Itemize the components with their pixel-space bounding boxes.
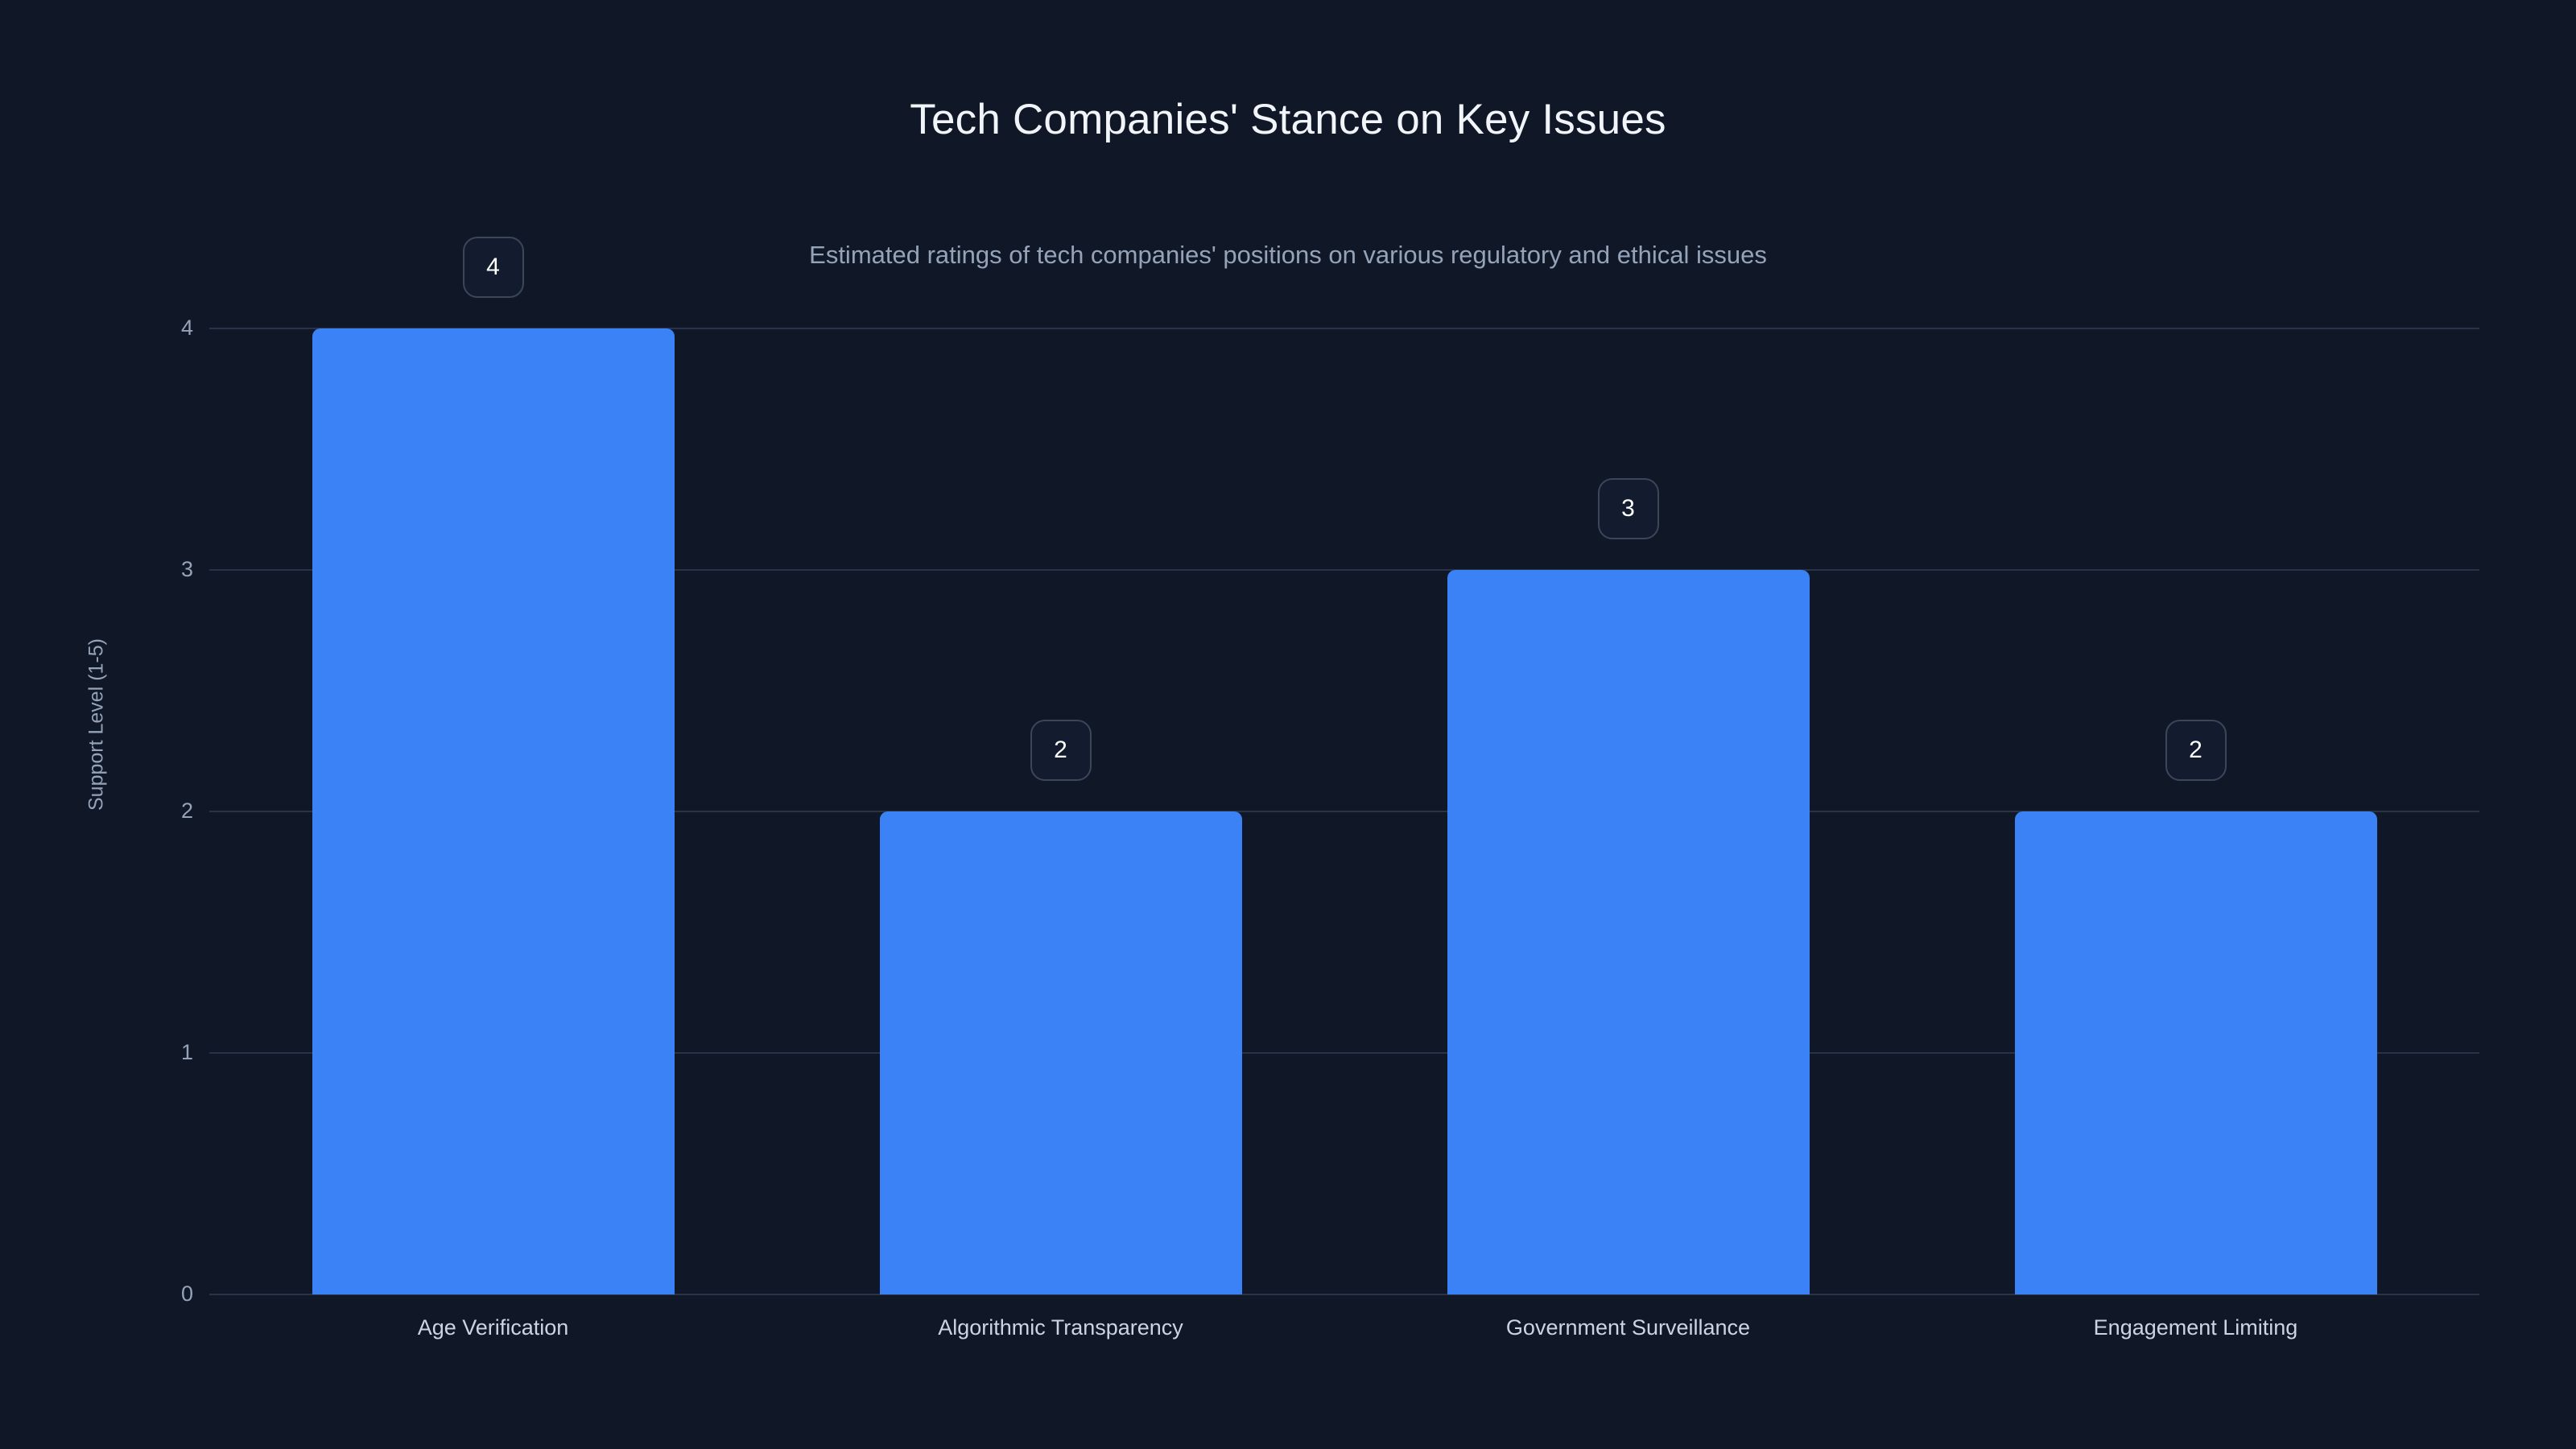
bar-value-badge: 2 — [2165, 720, 2227, 781]
bar-value-badge: 2 — [1030, 720, 1092, 781]
y-axis-tick-label: 4 — [180, 316, 193, 340]
chart-title: Tech Companies' Stance on Key Issues — [910, 96, 1666, 143]
x-axis-category-label: Government Surveillance — [1505, 1315, 1751, 1340]
bar[interactable] — [1447, 570, 1810, 1294]
y-axis-tick-label: 0 — [180, 1282, 193, 1306]
bar[interactable] — [879, 811, 1242, 1294]
bar[interactable] — [312, 328, 675, 1294]
y-axis-tick-label: 2 — [180, 799, 193, 823]
x-axis-category-label: Engagement Limiting — [2093, 1315, 2298, 1340]
gridline — [209, 328, 2479, 329]
gridline — [209, 1294, 2479, 1295]
bar-value-badge: 4 — [462, 237, 524, 298]
x-axis-category-label: Age Verification — [417, 1315, 569, 1340]
gridline — [209, 811, 2479, 812]
plot-area: 0 1 2 3 4 4 Age Verification 2 Algorithmic Trans… — [181, 237, 2479, 1339]
gridline — [209, 569, 2479, 571]
chart-subtitle: Estimated ratings of tech companies' pos… — [809, 241, 1767, 269]
y-axis-title: Support Level (1-5) — [85, 638, 108, 811]
y-axis-tick-label: 3 — [180, 557, 193, 581]
bar-value-badge: 3 — [1597, 478, 1659, 539]
y-axis-tick-label: 1 — [180, 1040, 193, 1064]
gridline — [209, 1052, 2479, 1054]
x-axis-category-label: Algorithmic Transparency — [938, 1315, 1183, 1340]
bar[interactable] — [2014, 811, 2377, 1294]
